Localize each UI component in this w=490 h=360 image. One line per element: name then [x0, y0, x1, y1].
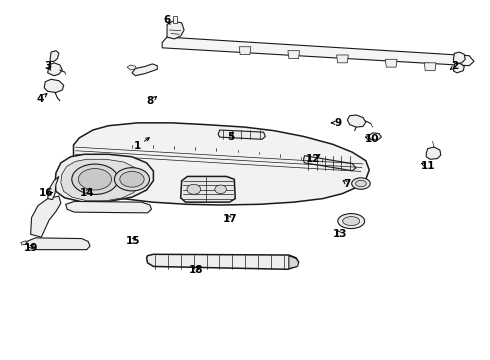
- Text: 5: 5: [227, 132, 234, 142]
- Polygon shape: [147, 254, 298, 269]
- Polygon shape: [74, 123, 369, 205]
- Ellipse shape: [115, 168, 149, 191]
- Polygon shape: [288, 51, 299, 59]
- Text: 13: 13: [333, 229, 347, 239]
- Ellipse shape: [356, 180, 367, 187]
- Text: 17: 17: [223, 214, 238, 224]
- Polygon shape: [454, 52, 465, 64]
- Polygon shape: [127, 65, 136, 70]
- Polygon shape: [347, 115, 366, 127]
- Ellipse shape: [215, 185, 226, 194]
- Text: 11: 11: [420, 161, 435, 171]
- Text: 19: 19: [24, 243, 38, 253]
- Text: 4: 4: [37, 94, 44, 104]
- Polygon shape: [385, 59, 397, 67]
- Ellipse shape: [187, 184, 201, 194]
- Polygon shape: [48, 63, 62, 76]
- Text: 14: 14: [79, 188, 94, 198]
- Text: 18: 18: [189, 265, 203, 275]
- Ellipse shape: [352, 178, 370, 189]
- Polygon shape: [48, 176, 59, 200]
- Polygon shape: [21, 241, 27, 245]
- Ellipse shape: [343, 217, 360, 226]
- Polygon shape: [55, 154, 153, 202]
- Polygon shape: [66, 202, 151, 213]
- Text: 10: 10: [365, 134, 379, 144]
- Text: 7: 7: [343, 179, 351, 189]
- Text: 3: 3: [44, 61, 51, 71]
- Polygon shape: [61, 159, 141, 201]
- Polygon shape: [27, 238, 90, 249]
- Polygon shape: [44, 79, 64, 93]
- Polygon shape: [181, 176, 235, 202]
- Polygon shape: [239, 47, 251, 55]
- Polygon shape: [173, 16, 177, 23]
- Polygon shape: [303, 156, 356, 171]
- Text: 2: 2: [451, 62, 458, 71]
- Text: 9: 9: [334, 118, 341, 128]
- Ellipse shape: [120, 171, 144, 187]
- Polygon shape: [30, 196, 61, 237]
- Polygon shape: [337, 55, 348, 63]
- Polygon shape: [289, 256, 298, 269]
- Polygon shape: [167, 21, 184, 39]
- Ellipse shape: [338, 213, 365, 229]
- Ellipse shape: [78, 168, 112, 190]
- Polygon shape: [218, 130, 266, 139]
- Ellipse shape: [72, 164, 118, 194]
- Text: 16: 16: [39, 188, 53, 198]
- Polygon shape: [162, 37, 474, 66]
- Text: 6: 6: [164, 15, 171, 25]
- Polygon shape: [132, 64, 157, 76]
- Polygon shape: [454, 64, 464, 73]
- Text: 1: 1: [134, 141, 142, 151]
- Text: 15: 15: [126, 236, 140, 246]
- Text: 12: 12: [306, 154, 320, 164]
- Polygon shape: [426, 147, 441, 159]
- Text: 8: 8: [147, 96, 154, 107]
- Polygon shape: [50, 51, 59, 62]
- Polygon shape: [424, 63, 436, 71]
- Polygon shape: [369, 133, 381, 140]
